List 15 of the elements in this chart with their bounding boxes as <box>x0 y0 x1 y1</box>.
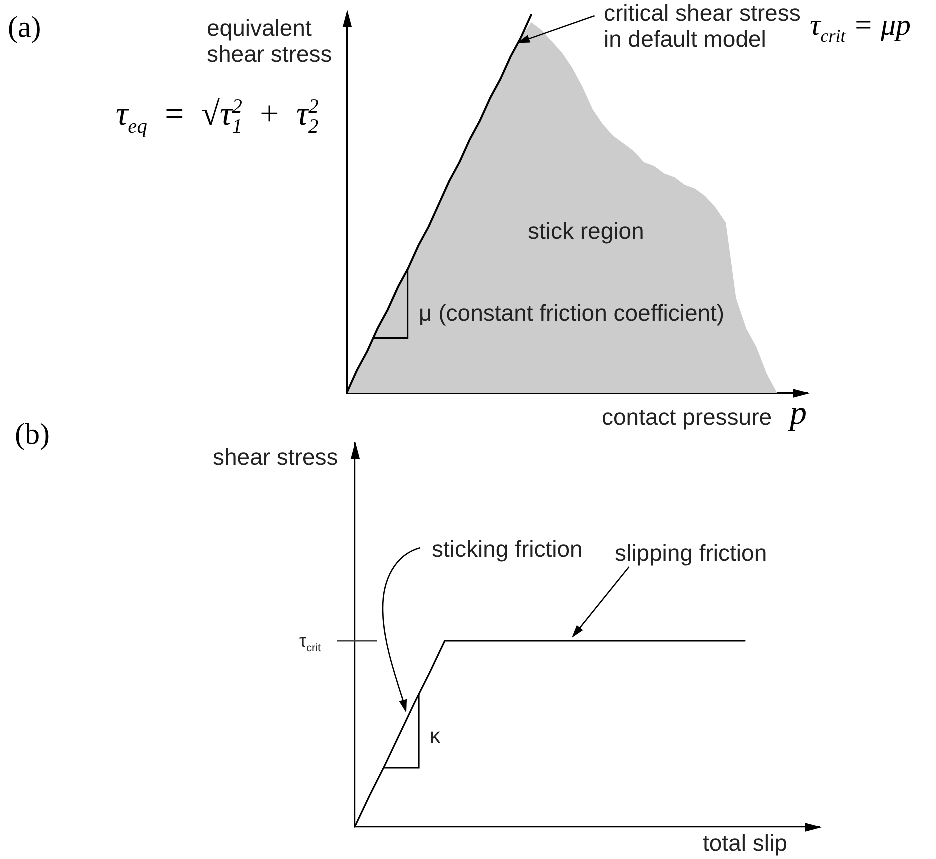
text: sticking friction <box>432 536 583 562</box>
y-axis-title: shear stress <box>213 444 338 470</box>
annotation: κ <box>430 724 440 750</box>
y-axis-title: equivalent shear stress <box>207 15 334 67</box>
x-axis-title: total slip <box>703 830 788 856</box>
text: (b) <box>15 417 50 453</box>
text: slipping friction <box>615 540 768 566</box>
annotation: critical shear stress in default model <box>604 0 802 52</box>
x-axis-title: contact pressure <box>602 404 772 430</box>
annotation: μ (constant friction coefficient) <box>419 300 725 326</box>
text: τ$_{crit}$ = μp <box>810 9 912 46</box>
series-label: stick region <box>528 218 644 244</box>
text: (a) <box>8 10 42 46</box>
text: p <box>790 395 807 432</box>
ref-line-label: τ$_{crit}$ <box>299 630 321 655</box>
